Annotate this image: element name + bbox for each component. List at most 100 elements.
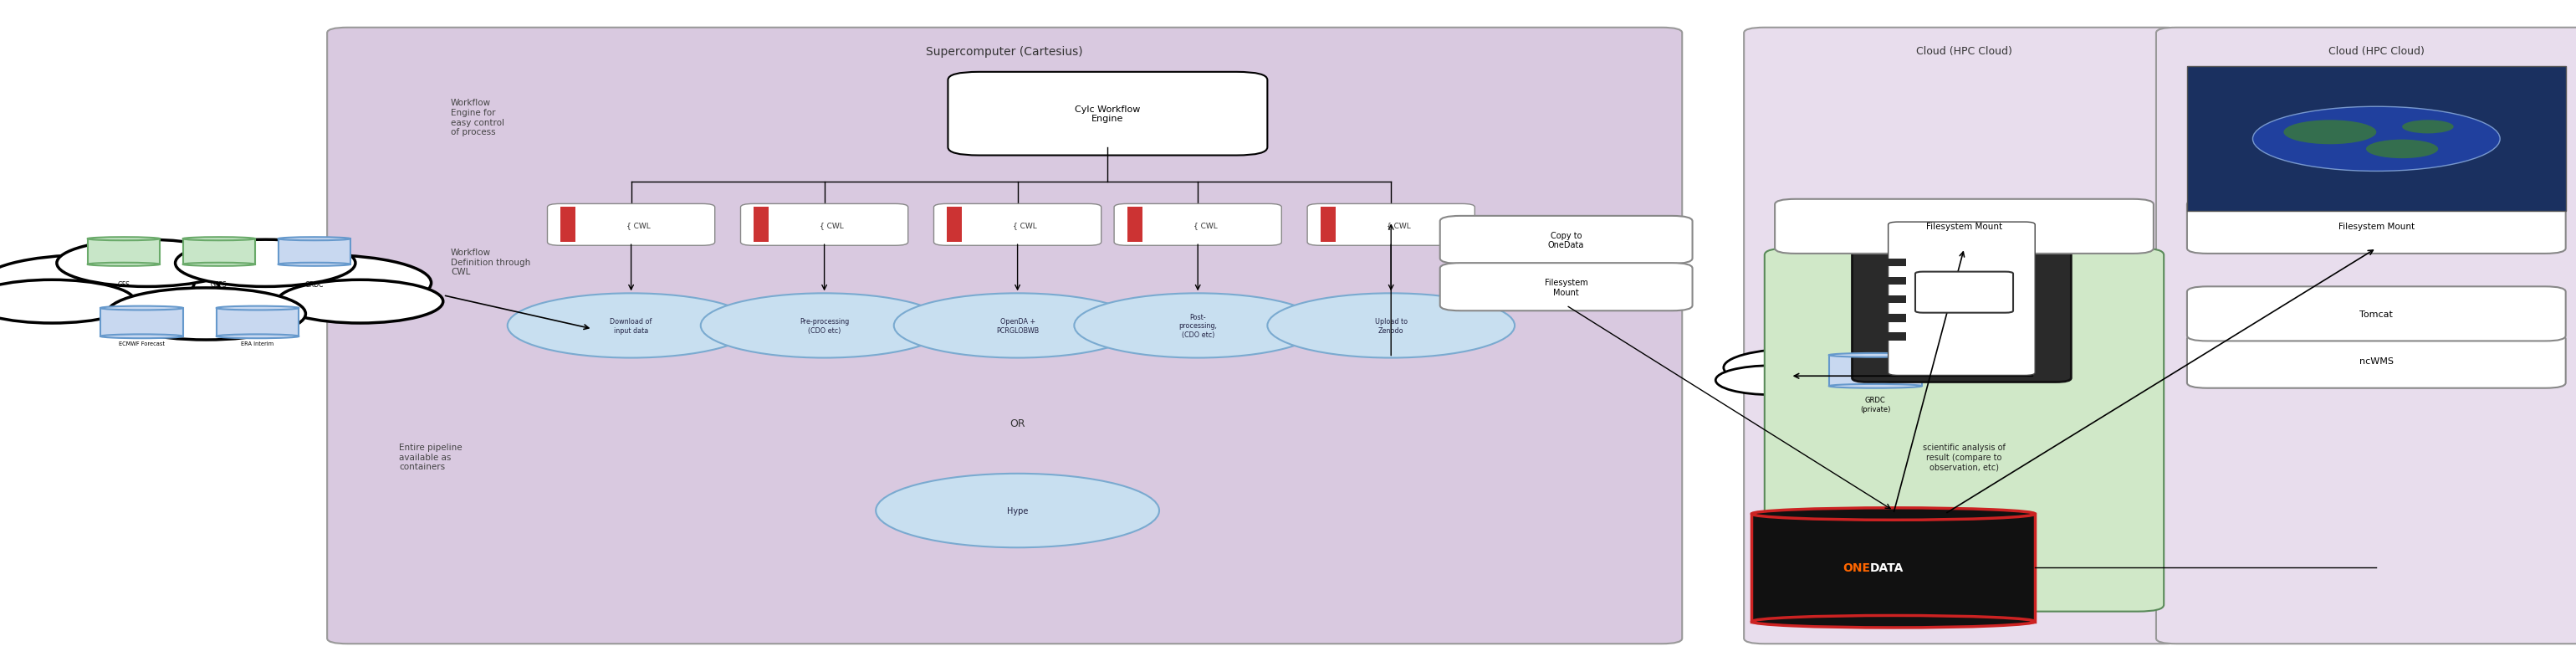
Bar <box>752 208 768 243</box>
Bar <box>1880 296 1906 304</box>
Circle shape <box>1074 294 1321 358</box>
Bar <box>216 308 299 337</box>
FancyBboxPatch shape <box>1440 263 1692 311</box>
FancyBboxPatch shape <box>742 204 909 246</box>
Ellipse shape <box>100 335 183 339</box>
Ellipse shape <box>88 263 160 266</box>
Text: Cylc Workflow
Engine: Cylc Workflow Engine <box>1074 106 1141 123</box>
Ellipse shape <box>216 335 299 339</box>
Text: ECMWF Forecast: ECMWF Forecast <box>118 341 165 346</box>
Text: Hype: Hype <box>1007 507 1028 515</box>
Circle shape <box>876 474 1159 548</box>
Bar <box>948 208 963 243</box>
Text: GFS: GFS <box>118 281 129 288</box>
Ellipse shape <box>1829 384 1922 388</box>
Text: GRDC: GRDC <box>304 281 325 288</box>
Text: { CWL: { CWL <box>1012 221 1038 229</box>
Circle shape <box>1267 294 1515 358</box>
Circle shape <box>1924 366 2035 395</box>
Bar <box>1128 208 1144 243</box>
Bar <box>183 239 255 265</box>
Ellipse shape <box>183 263 255 266</box>
Text: Notebook environment: Notebook environment <box>1911 267 2017 276</box>
Ellipse shape <box>1829 353 1922 358</box>
FancyBboxPatch shape <box>2156 28 2576 644</box>
Ellipse shape <box>1752 616 2035 628</box>
FancyBboxPatch shape <box>1888 222 2035 376</box>
Circle shape <box>2285 120 2378 144</box>
Circle shape <box>0 255 193 311</box>
Circle shape <box>701 294 948 358</box>
Text: Filesystem Mount: Filesystem Mount <box>1927 222 2002 231</box>
Text: GRDC
(private): GRDC (private) <box>1860 396 1891 413</box>
FancyBboxPatch shape <box>1917 272 2014 313</box>
Text: { CWL: { CWL <box>1193 221 1218 229</box>
Circle shape <box>1883 349 2027 387</box>
Text: Download of
input data: Download of input data <box>611 318 652 334</box>
FancyBboxPatch shape <box>948 73 1267 156</box>
Ellipse shape <box>183 237 255 241</box>
Bar <box>1880 277 1906 285</box>
FancyBboxPatch shape <box>1440 216 1692 264</box>
Circle shape <box>2251 107 2501 171</box>
Text: OR: OR <box>1010 418 1025 429</box>
FancyBboxPatch shape <box>933 204 1103 246</box>
Bar <box>88 239 160 265</box>
Bar <box>1880 259 1906 267</box>
Bar <box>2187 67 2566 212</box>
FancyBboxPatch shape <box>1765 249 2164 612</box>
Bar <box>278 239 350 265</box>
Text: Upload to
Zenodo: Upload to Zenodo <box>1376 318 1406 334</box>
Text: Cloud (HPC Cloud): Cloud (HPC Cloud) <box>2329 46 2424 56</box>
Circle shape <box>175 240 355 287</box>
Text: DATA: DATA <box>1870 562 1904 574</box>
Circle shape <box>1855 339 1976 370</box>
Bar <box>100 308 183 337</box>
FancyBboxPatch shape <box>1113 204 1283 246</box>
Bar <box>562 208 577 243</box>
FancyBboxPatch shape <box>2187 287 2566 341</box>
FancyBboxPatch shape <box>2187 200 2566 254</box>
Ellipse shape <box>88 237 160 241</box>
Text: Pre-processing
(CDO etc): Pre-processing (CDO etc) <box>799 318 850 334</box>
Ellipse shape <box>100 306 183 310</box>
Circle shape <box>507 294 755 358</box>
Text: { CWL: { CWL <box>1386 221 1412 229</box>
Text: ncWMS: ncWMS <box>2360 357 2393 366</box>
Bar <box>1321 208 1337 243</box>
FancyBboxPatch shape <box>1775 200 2154 254</box>
Text: { CWL: { CWL <box>626 221 652 229</box>
FancyBboxPatch shape <box>1744 28 2184 644</box>
Text: OpenDA +
PCRGLOBWB: OpenDA + PCRGLOBWB <box>997 318 1038 334</box>
Circle shape <box>2365 140 2437 159</box>
Text: Copy to
OneData: Copy to OneData <box>1548 231 1584 249</box>
Text: Cloud (HPC Cloud): Cloud (HPC Cloud) <box>1917 46 2012 56</box>
Text: Tomcat: Tomcat <box>2360 310 2393 319</box>
Bar <box>1880 333 1906 341</box>
Circle shape <box>2401 121 2455 134</box>
Circle shape <box>219 255 430 311</box>
Circle shape <box>106 288 307 340</box>
Circle shape <box>57 240 237 287</box>
Circle shape <box>1775 339 1896 370</box>
FancyBboxPatch shape <box>2187 334 2566 388</box>
Text: { CWL: { CWL <box>819 221 845 229</box>
Ellipse shape <box>216 306 299 310</box>
Text: Workflow
Engine for
easy control
of process: Workflow Engine for easy control of proc… <box>451 99 505 136</box>
Text: Workflow
Definition through
CWL: Workflow Definition through CWL <box>451 248 531 276</box>
Ellipse shape <box>1752 508 2035 520</box>
FancyBboxPatch shape <box>546 204 714 246</box>
Text: ONE: ONE <box>1842 562 1870 574</box>
Bar <box>1829 355 1922 386</box>
Text: Filesystem Mount: Filesystem Mount <box>2339 222 2414 231</box>
Ellipse shape <box>278 237 350 241</box>
Text: Supercomputer (Cartesius): Supercomputer (Cartesius) <box>927 46 1082 57</box>
Circle shape <box>1723 349 1868 387</box>
Text: Post-
processing,
(CDO etc): Post- processing, (CDO etc) <box>1180 313 1216 339</box>
Ellipse shape <box>278 263 350 266</box>
Circle shape <box>0 280 134 323</box>
Circle shape <box>64 253 348 327</box>
Text: scientific analysis of
result (compare to
observation, etc): scientific analysis of result (compare t… <box>1922 443 2007 471</box>
FancyBboxPatch shape <box>1852 216 2071 382</box>
Circle shape <box>1808 372 1942 407</box>
